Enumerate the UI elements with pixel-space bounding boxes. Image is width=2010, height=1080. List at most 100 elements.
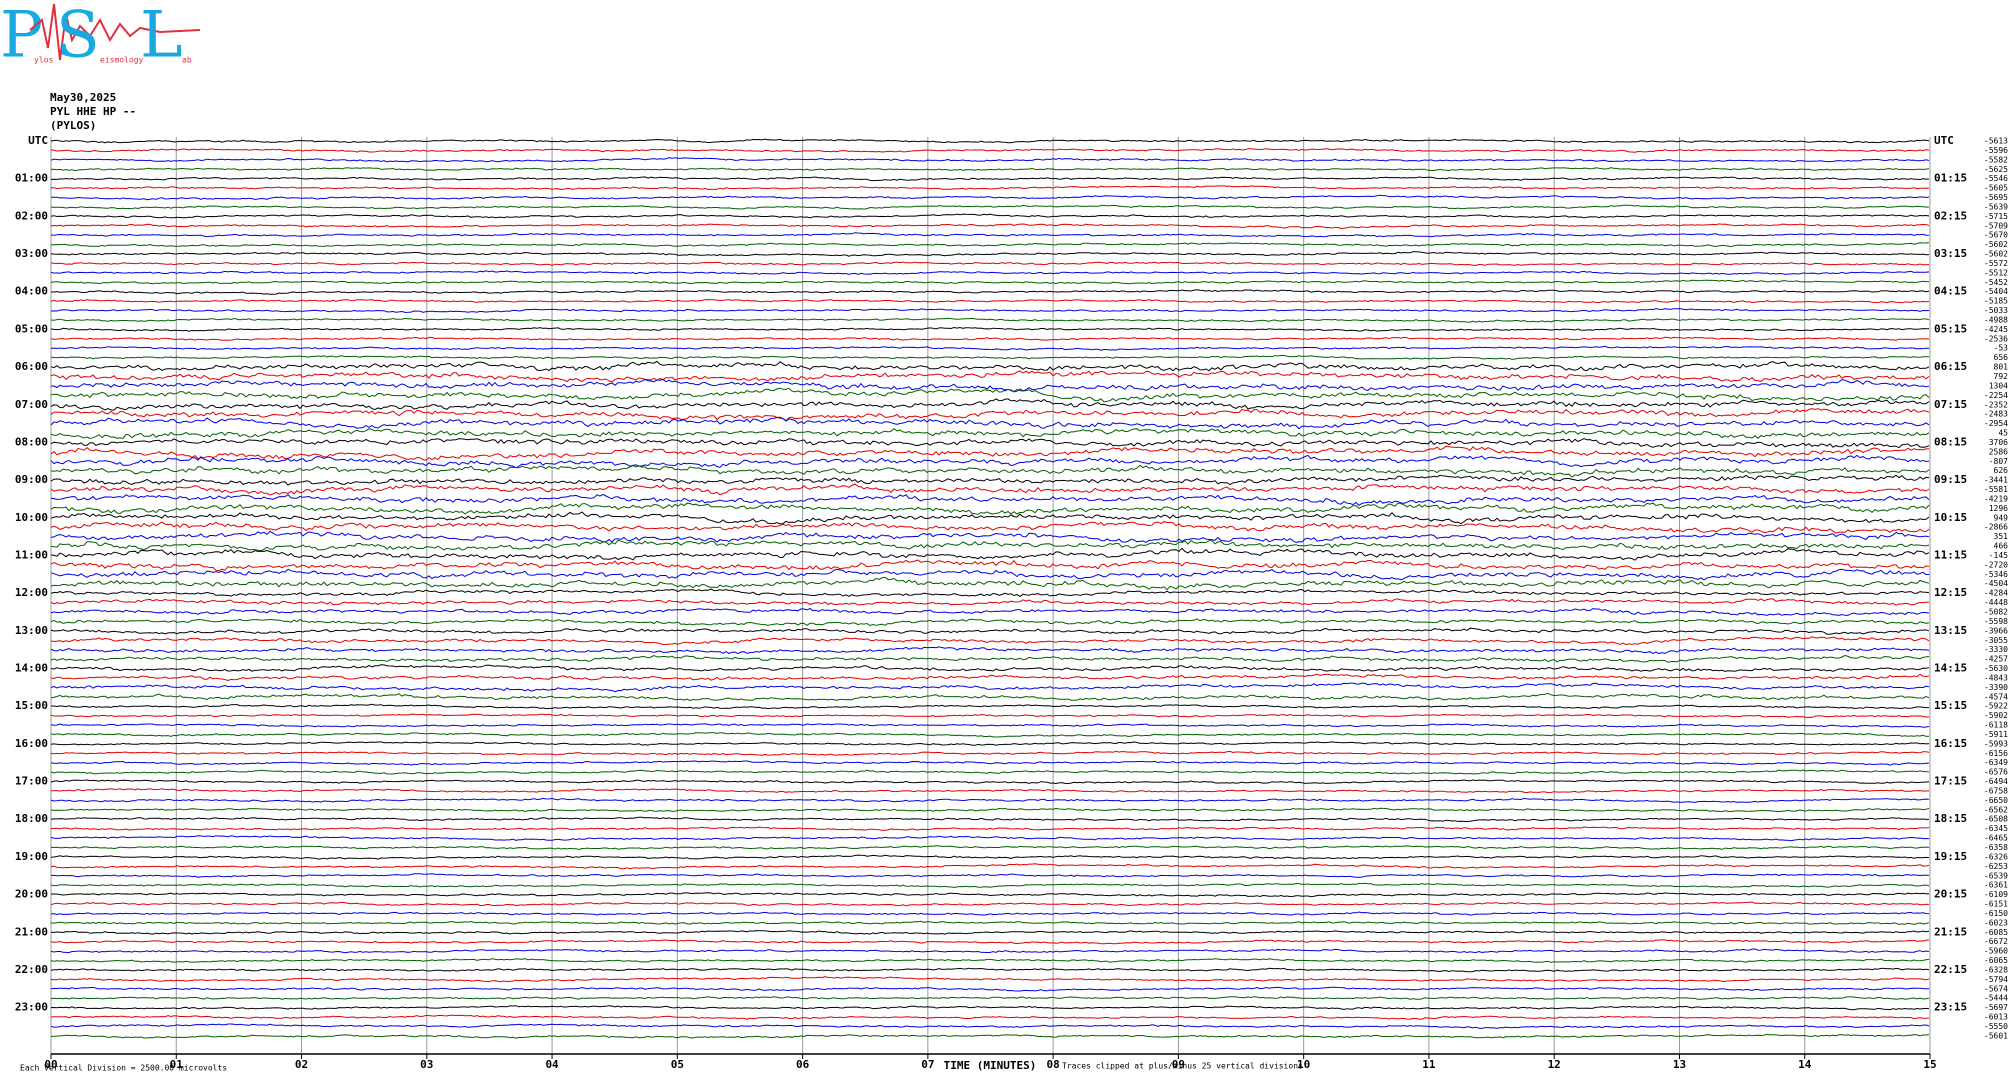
trace: [50, 354, 1930, 360]
trace-offset: -6576: [1984, 768, 2008, 777]
hour-label: 12:15: [1934, 586, 1967, 599]
trace: [50, 863, 1930, 870]
logo-letter: P: [0, 0, 43, 73]
trace-offset: -5709: [1984, 221, 2008, 230]
x-tick-label: 02: [295, 1058, 308, 1071]
trace: [50, 474, 1930, 486]
trace-offset: -807: [1989, 457, 2008, 466]
trace: [50, 176, 1930, 182]
trace-offset: -5033: [1984, 306, 2008, 315]
hour-label: 16:00: [15, 737, 48, 750]
trace: [50, 299, 1930, 304]
trace-offset: -5993: [1984, 739, 2008, 748]
trace: [50, 167, 1930, 172]
hour-label: 09:15: [1934, 473, 1967, 486]
x-tick-label: 00: [44, 1058, 57, 1071]
trace-offset: -5546: [1984, 174, 2008, 183]
hour-label: 03:00: [15, 247, 48, 260]
trace-offset: -6358: [1984, 843, 2008, 852]
trace-offset: -145: [1989, 551, 2008, 560]
trace: [50, 920, 1930, 925]
hour-label: 19:00: [15, 850, 48, 863]
trace-offset: -5960: [1984, 947, 2008, 956]
trace: [50, 502, 1930, 515]
trace: [50, 958, 1930, 963]
trace-offset: -6253: [1984, 862, 2008, 871]
trace-offset: -2352: [1984, 400, 2008, 409]
logo-wave: [29, 3, 201, 61]
trace: [50, 398, 1930, 411]
trace: [50, 788, 1930, 794]
trace-offset: -5581: [1984, 485, 2008, 494]
hour-label: 14:00: [15, 662, 48, 675]
trace-offset: -6672: [1984, 937, 2008, 946]
trace-offset: -5922: [1984, 702, 2008, 711]
trace-offset: 466: [1994, 542, 2009, 551]
trace: [50, 547, 1930, 561]
trace: [50, 157, 1930, 163]
hour-label: UTC: [28, 134, 48, 147]
hour-label: 20:15: [1934, 888, 1967, 901]
trace-offset: -5404: [1984, 287, 2008, 296]
trace-offset: -5601: [1984, 1031, 2008, 1040]
hour-label: 11:15: [1934, 548, 1967, 561]
trace-offset: -4504: [1984, 579, 2008, 588]
trace: [50, 939, 1930, 945]
trace: [50, 261, 1930, 266]
trace: [50, 559, 1930, 572]
trace: [51, 703, 1929, 710]
trace-offset: -2536: [1984, 334, 2008, 343]
trace: [50, 967, 1930, 973]
trace: [50, 521, 1930, 534]
trace-offset: -53: [1994, 344, 2009, 353]
trace-offset: -6508: [1984, 815, 2008, 824]
trace-offset: -6109: [1984, 890, 2008, 899]
hour-label: 08:15: [1934, 435, 1967, 448]
footer-note: Traces clipped at plus/minus 25 vertical…: [1062, 1062, 1303, 1071]
trace-offset: -5697: [1984, 1003, 2008, 1012]
trace-offset: -6085: [1984, 928, 2008, 937]
trace: [50, 232, 1929, 238]
trace: [50, 636, 1930, 646]
trace: [50, 901, 1930, 907]
trace: [50, 1005, 1930, 1011]
trace-offset: -3966: [1984, 626, 2008, 635]
x-tick-label: 08: [1047, 1058, 1060, 1071]
trace: [50, 148, 1930, 153]
trace: [50, 976, 1930, 983]
hour-label: 20:00: [15, 888, 48, 901]
trace-offset: -4843: [1984, 673, 2008, 682]
trace-offset: -2483: [1984, 410, 2008, 419]
trace: [51, 873, 1930, 878]
trace-offset: -6494: [1984, 777, 2008, 786]
trace: [50, 242, 1930, 248]
trace-offset: 656: [1994, 353, 2009, 362]
trace-offset: -6539: [1984, 871, 2008, 880]
trace-offset: -5674: [1984, 984, 2008, 993]
trace-offset: 949: [1994, 513, 2009, 522]
logo-text: ylos: [34, 56, 53, 65]
hour-label: 15:15: [1934, 699, 1967, 712]
trace: [50, 882, 1930, 889]
trace: [50, 713, 1930, 719]
trace: [50, 588, 1930, 598]
trace: [50, 204, 1930, 210]
trace: [51, 930, 1930, 935]
trace-offset: -6326: [1984, 852, 2008, 861]
trace-offset: 2586: [1989, 447, 2008, 456]
trace: [50, 270, 1930, 275]
trace: [50, 576, 1930, 591]
trace-offset: -5605: [1984, 184, 2008, 193]
trace: [50, 769, 1930, 775]
hour-label: 02:15: [1934, 209, 1967, 222]
trace: [50, 185, 1930, 191]
trace-offset: -5670: [1984, 231, 2008, 240]
trace: [50, 539, 1930, 552]
trace-offset: -5902: [1984, 711, 2008, 720]
trace-offset: -2720: [1984, 560, 2008, 569]
trace-offset: -6156: [1984, 749, 2008, 758]
hour-label: 21:15: [1934, 925, 1967, 938]
trace-offset: -5550: [1984, 1022, 2008, 1031]
trace-offset: -5715: [1984, 212, 2008, 221]
header-site: (PYLOS): [50, 119, 96, 132]
